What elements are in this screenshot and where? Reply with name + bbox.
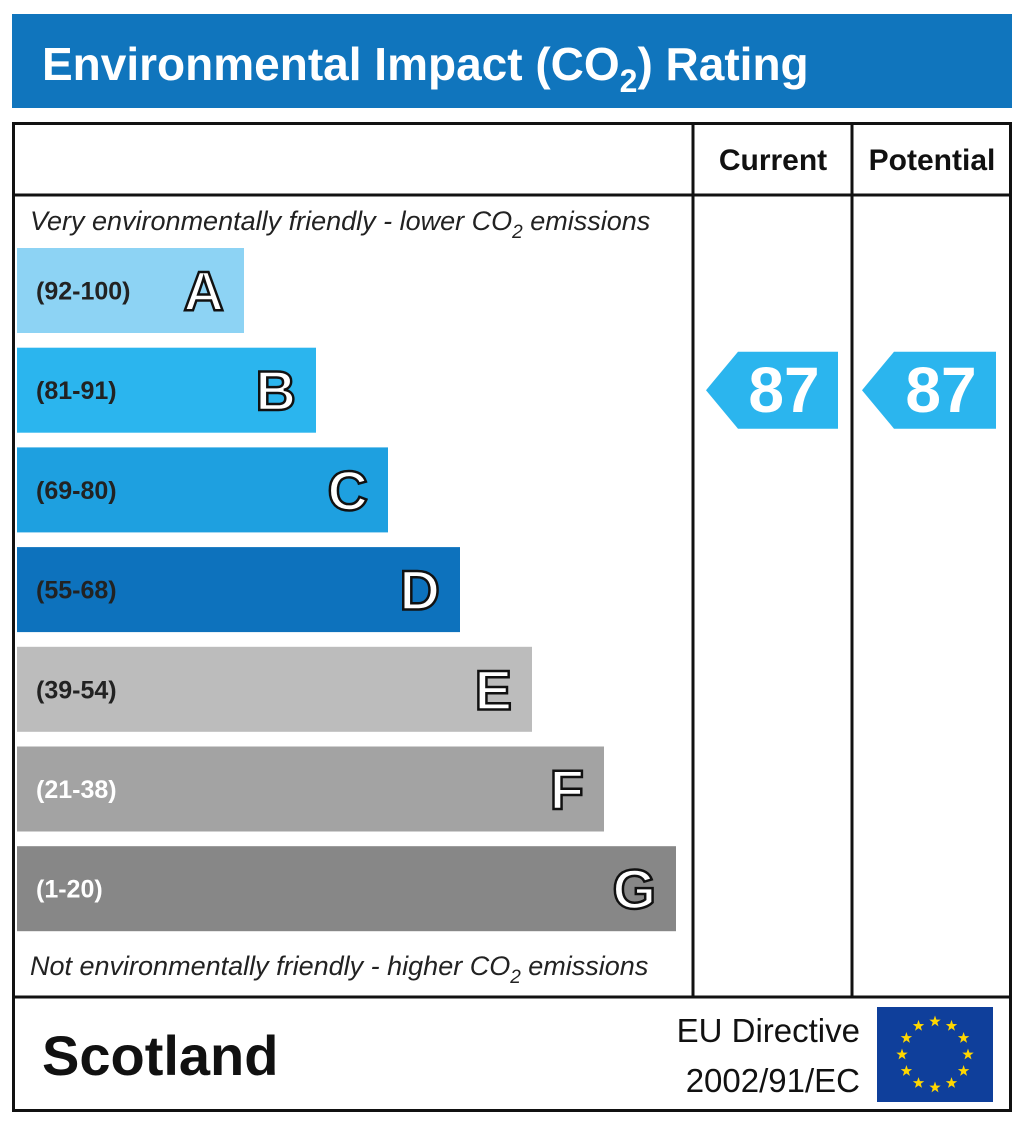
band-range: (81-91) (36, 377, 117, 405)
band-letter: G (612, 858, 656, 921)
band-bar (17, 646, 532, 732)
band-bar (17, 447, 388, 533)
column-header: Potential (869, 144, 996, 177)
eu-star (945, 1077, 958, 1088)
eu-star (912, 1019, 925, 1031)
band-range: (21-38) (36, 776, 117, 804)
eu-star (912, 1077, 925, 1088)
title: Environmental Impact (CO2) Rating (42, 38, 809, 99)
eu-star (962, 1048, 974, 1060)
title-text: ) Rating (637, 38, 808, 90)
note-text: Very environmentally friendly - lower CO (30, 206, 512, 236)
note-text: Not environmentally friendly - higher CO (30, 951, 510, 981)
rating-arrow (706, 351, 838, 429)
band-range: (1-20) (36, 876, 103, 904)
column-header: Current (719, 144, 827, 177)
top-note: Very environmentally friendly - lower CO… (30, 206, 650, 243)
band-bar (17, 746, 604, 832)
note-text: emissions (523, 206, 651, 236)
eu-stars (896, 1015, 974, 1093)
eu-star (957, 1032, 970, 1043)
eu-star (896, 1048, 908, 1060)
band-bar (17, 547, 460, 633)
band-letter: B (256, 359, 296, 422)
eu-star (900, 1032, 913, 1043)
rating-value: 87 (748, 354, 819, 426)
eu-star (929, 1081, 941, 1093)
eu-star (929, 1015, 941, 1027)
band-range: (69-80) (36, 477, 117, 505)
band-range: (92-100) (36, 278, 131, 306)
note-subscript: 2 (509, 967, 521, 988)
title-subscript: 2 (620, 63, 638, 99)
band-range: (39-54) (36, 676, 117, 704)
band-bar (17, 347, 316, 433)
band-letter: F (550, 758, 584, 821)
title-bar (12, 14, 1012, 108)
directive: 2002/91/EC (686, 1062, 860, 1099)
rating-arrow (862, 351, 996, 429)
title-text: Environmental Impact (CO (42, 38, 620, 90)
band-letter: E (475, 658, 512, 721)
directive: EU Directive (677, 1012, 860, 1049)
bottom-note: Not environmentally friendly - higher CO… (30, 951, 648, 988)
note-text: emissions (521, 951, 649, 981)
band-letter: A (184, 260, 224, 323)
eu-star (900, 1065, 913, 1076)
band-bar (17, 248, 244, 333)
eu-star (957, 1065, 970, 1076)
eu-star (945, 1019, 958, 1031)
region: Scotland (42, 1024, 278, 1087)
band-bar (17, 846, 676, 932)
rating-value: 87 (905, 354, 976, 426)
frame (12, 122, 1012, 1112)
band-letter: C (328, 459, 368, 522)
band-letter: D (400, 559, 440, 622)
note-subscript: 2 (511, 222, 523, 243)
band-range: (55-68) (36, 577, 117, 605)
